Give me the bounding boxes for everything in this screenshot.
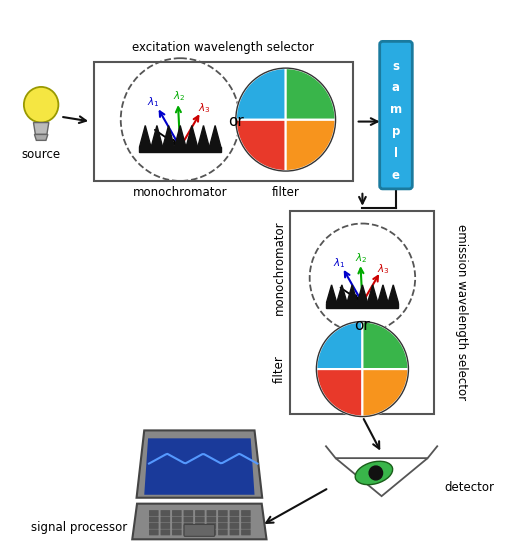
Polygon shape (357, 285, 368, 303)
Polygon shape (347, 285, 357, 303)
FancyBboxPatch shape (207, 523, 216, 529)
Circle shape (369, 466, 383, 480)
FancyBboxPatch shape (207, 516, 216, 522)
Polygon shape (144, 438, 255, 495)
Wedge shape (236, 119, 286, 171)
Circle shape (24, 87, 59, 123)
Text: $\lambda_2$: $\lambda_2$ (356, 251, 368, 265)
Wedge shape (286, 68, 335, 119)
FancyBboxPatch shape (183, 516, 193, 522)
Polygon shape (174, 125, 186, 147)
Text: l: l (394, 147, 398, 159)
Polygon shape (139, 125, 151, 147)
Text: $\lambda_2$: $\lambda_2$ (173, 90, 185, 103)
Polygon shape (132, 504, 267, 540)
Text: $\lambda_1$: $\lambda_1$ (333, 256, 345, 270)
FancyBboxPatch shape (241, 530, 250, 535)
FancyBboxPatch shape (149, 523, 159, 529)
Text: or: or (228, 114, 244, 129)
Polygon shape (33, 123, 49, 134)
Text: monochromator: monochromator (273, 220, 285, 315)
Polygon shape (139, 147, 221, 152)
FancyBboxPatch shape (195, 516, 205, 522)
FancyBboxPatch shape (290, 211, 434, 414)
FancyBboxPatch shape (207, 510, 216, 516)
Polygon shape (326, 285, 337, 303)
Text: filter: filter (272, 186, 299, 199)
FancyBboxPatch shape (218, 510, 228, 516)
Text: p: p (392, 125, 400, 138)
Text: source: source (22, 148, 61, 161)
Wedge shape (317, 369, 363, 416)
Text: filter: filter (273, 355, 285, 383)
Text: s: s (392, 59, 399, 73)
FancyBboxPatch shape (195, 530, 205, 535)
FancyBboxPatch shape (161, 530, 170, 535)
FancyBboxPatch shape (380, 41, 412, 189)
Polygon shape (335, 458, 428, 496)
Text: $\lambda_1$: $\lambda_1$ (147, 95, 160, 109)
Wedge shape (363, 369, 409, 416)
FancyBboxPatch shape (230, 530, 239, 535)
FancyBboxPatch shape (218, 530, 228, 535)
Polygon shape (209, 125, 221, 147)
FancyBboxPatch shape (230, 523, 239, 529)
FancyBboxPatch shape (241, 523, 250, 529)
FancyBboxPatch shape (218, 516, 228, 522)
Text: m: m (390, 103, 402, 116)
Polygon shape (337, 285, 347, 303)
Text: $\lambda_3$: $\lambda_3$ (198, 101, 211, 116)
Polygon shape (388, 285, 398, 303)
Text: signal processor: signal processor (31, 521, 127, 534)
FancyBboxPatch shape (207, 530, 216, 535)
FancyBboxPatch shape (195, 523, 205, 529)
Text: $\lambda_3$: $\lambda_3$ (377, 262, 390, 276)
Wedge shape (363, 322, 409, 369)
FancyBboxPatch shape (184, 525, 215, 536)
Text: e: e (392, 168, 400, 182)
Wedge shape (317, 322, 363, 369)
Text: emission wavelength selector: emission wavelength selector (454, 224, 468, 400)
Text: or: or (355, 318, 370, 333)
FancyBboxPatch shape (94, 62, 353, 181)
Text: a: a (392, 81, 400, 95)
FancyBboxPatch shape (183, 510, 193, 516)
FancyBboxPatch shape (241, 510, 250, 516)
FancyBboxPatch shape (241, 516, 250, 522)
FancyBboxPatch shape (230, 510, 239, 516)
FancyBboxPatch shape (172, 530, 182, 535)
FancyBboxPatch shape (230, 516, 239, 522)
FancyBboxPatch shape (172, 523, 182, 529)
Polygon shape (378, 285, 388, 303)
FancyBboxPatch shape (195, 510, 205, 516)
Text: excitation wavelength selector: excitation wavelength selector (132, 41, 314, 54)
FancyBboxPatch shape (183, 523, 193, 529)
Polygon shape (368, 285, 378, 303)
Text: monochromator: monochromator (133, 186, 228, 199)
FancyBboxPatch shape (149, 510, 159, 516)
FancyBboxPatch shape (149, 516, 159, 522)
Ellipse shape (355, 461, 393, 485)
Polygon shape (34, 134, 48, 140)
FancyBboxPatch shape (149, 530, 159, 535)
FancyBboxPatch shape (161, 523, 170, 529)
FancyBboxPatch shape (172, 516, 182, 522)
FancyBboxPatch shape (161, 510, 170, 516)
Polygon shape (136, 431, 262, 498)
Polygon shape (163, 125, 174, 147)
FancyBboxPatch shape (183, 530, 193, 535)
Polygon shape (186, 125, 197, 147)
FancyBboxPatch shape (172, 510, 182, 516)
Text: detector: detector (444, 481, 494, 494)
FancyBboxPatch shape (161, 516, 170, 522)
Wedge shape (286, 119, 335, 171)
Polygon shape (151, 125, 163, 147)
FancyBboxPatch shape (218, 523, 228, 529)
Wedge shape (236, 68, 286, 119)
Polygon shape (197, 125, 209, 147)
Polygon shape (326, 302, 398, 307)
